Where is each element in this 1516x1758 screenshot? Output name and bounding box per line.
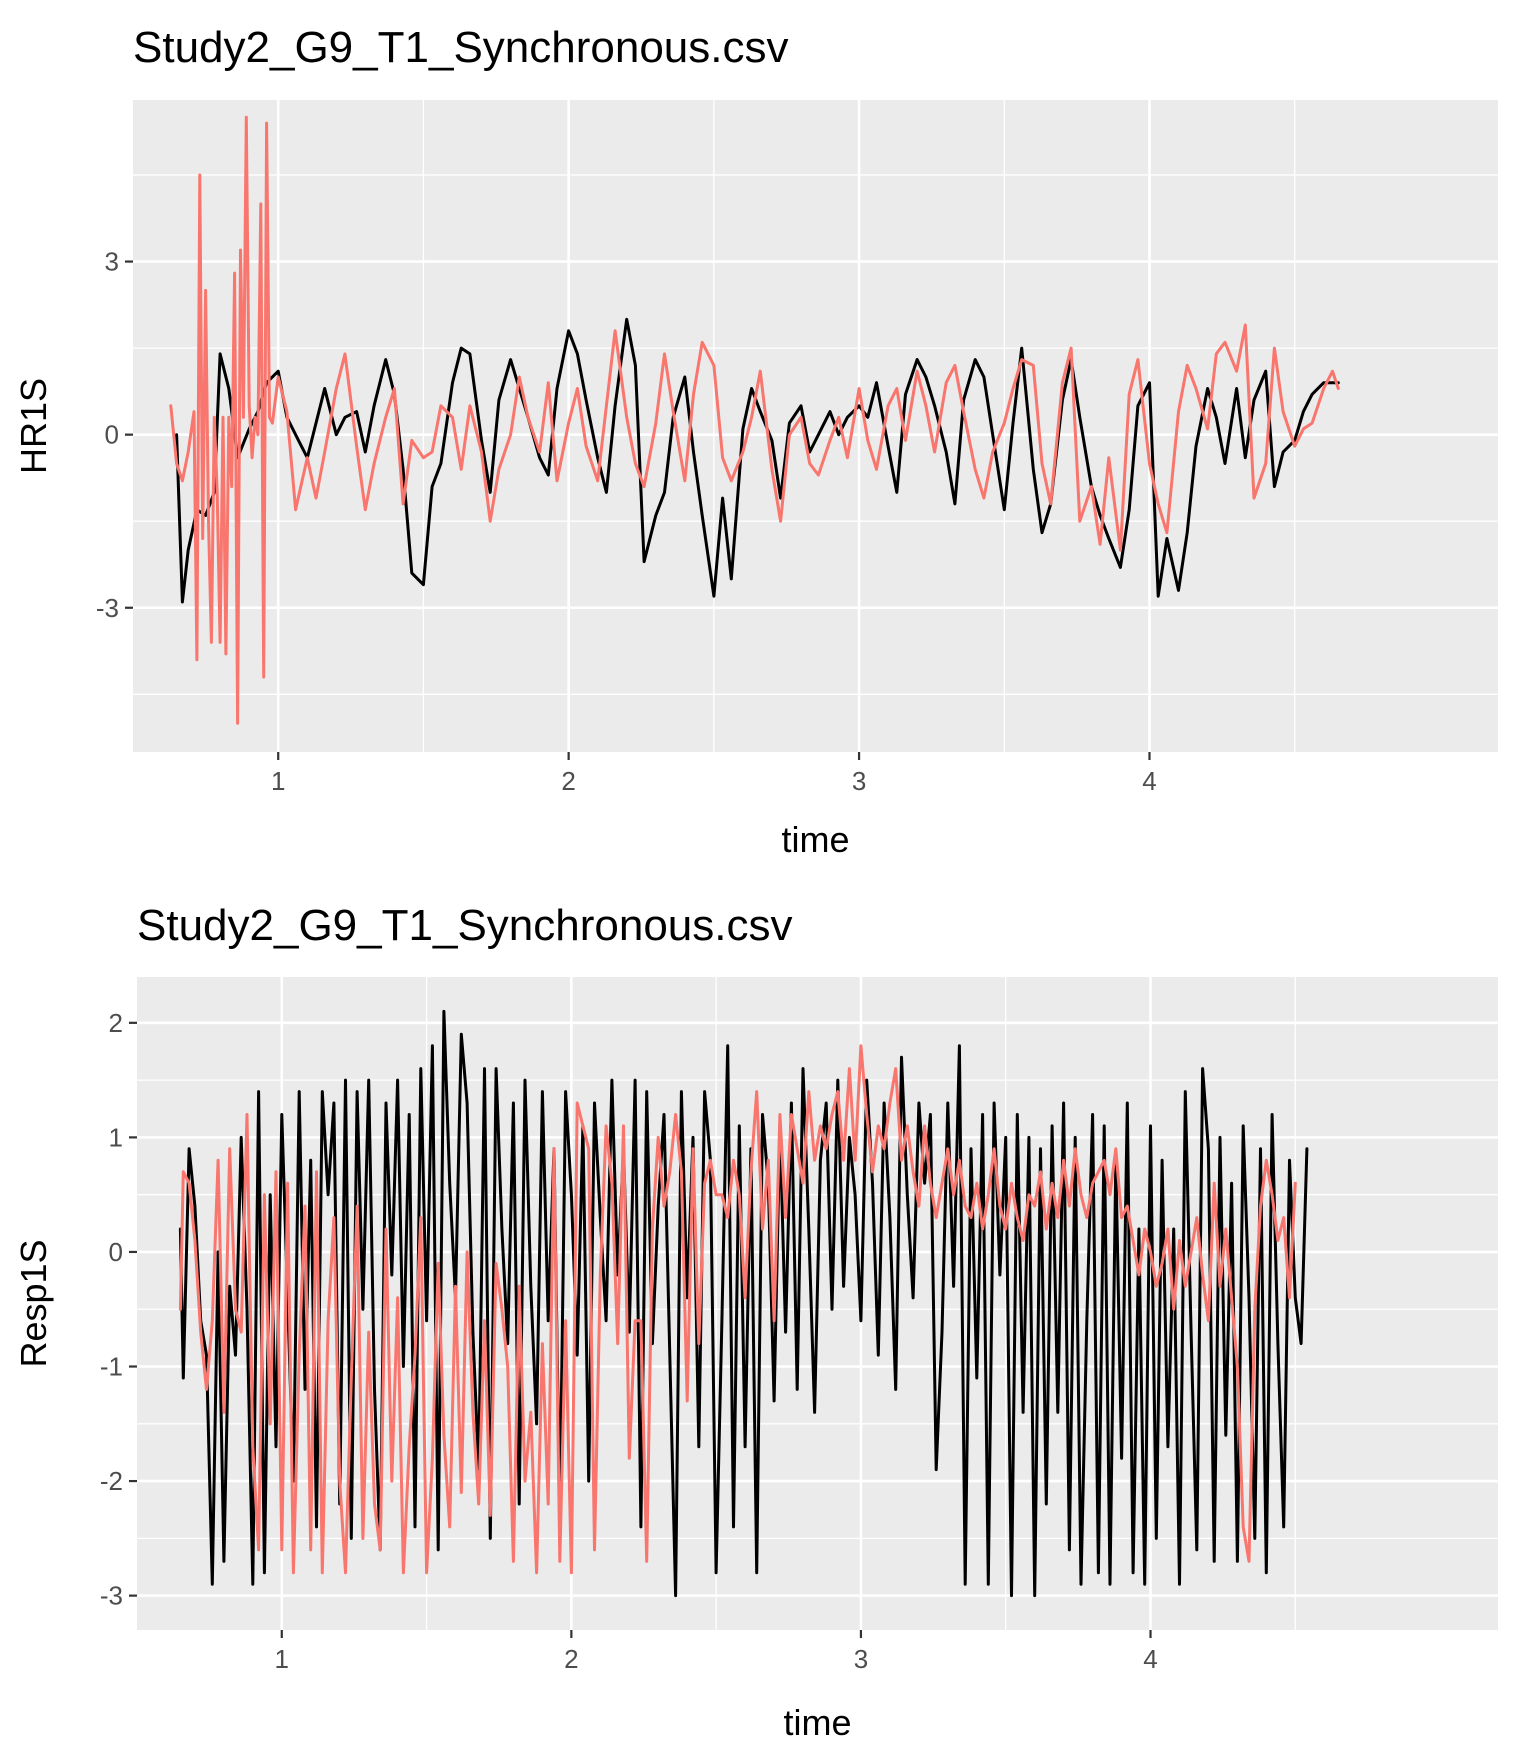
series-line-red: [169, 115, 1340, 725]
series-line-red: [178, 1044, 1297, 1575]
x-tick-label: 2: [564, 1644, 578, 1674]
x-tick-label: 3: [852, 766, 866, 796]
y-tick-label: 1: [109, 1122, 123, 1152]
x-tick-label: 4: [1143, 1644, 1157, 1674]
x-tick-label: 4: [1142, 766, 1156, 796]
resp1s-plot-panel: 1 2 3 4 -3 -2 -1 0 1 2 Study2_G9_T1_Synchronous.cs…: [13, 901, 1498, 1743]
x-axis-title: time: [781, 819, 849, 860]
y-tick-label: 0: [105, 420, 119, 450]
series-line-black: [175, 317, 1340, 604]
y-axis-title: Resp1S: [13, 1239, 54, 1367]
chart-title: Study2_G9_T1_Synchronous.csv: [137, 901, 793, 950]
x-tick-label: 1: [271, 766, 285, 796]
y-tick-label: -3: [100, 1581, 123, 1611]
series-line-black: [178, 1009, 1309, 1598]
panel-background: [133, 100, 1498, 752]
y-tick-label: 0: [109, 1237, 123, 1267]
y-tick-label: -3: [96, 593, 119, 623]
x-tick-label: 1: [275, 1644, 289, 1674]
y-tick-label: 3: [105, 247, 119, 277]
y-tick-label: -1: [100, 1352, 123, 1382]
y-axis-title: HR1S: [13, 378, 54, 474]
x-axis-title: time: [783, 1702, 851, 1743]
y-tick-label: 2: [109, 1008, 123, 1038]
chart-title: Study2_G9_T1_Synchronous.csv: [133, 23, 789, 72]
y-tick-label: -2: [100, 1466, 123, 1496]
x-tick-label: 3: [854, 1644, 868, 1674]
hr1s-plot-panel: 1 2 3 4 -3 0 3 Study2_G9_T1_Synchronous.csvtime…: [13, 23, 1498, 860]
x-tick-label: 2: [561, 766, 575, 796]
